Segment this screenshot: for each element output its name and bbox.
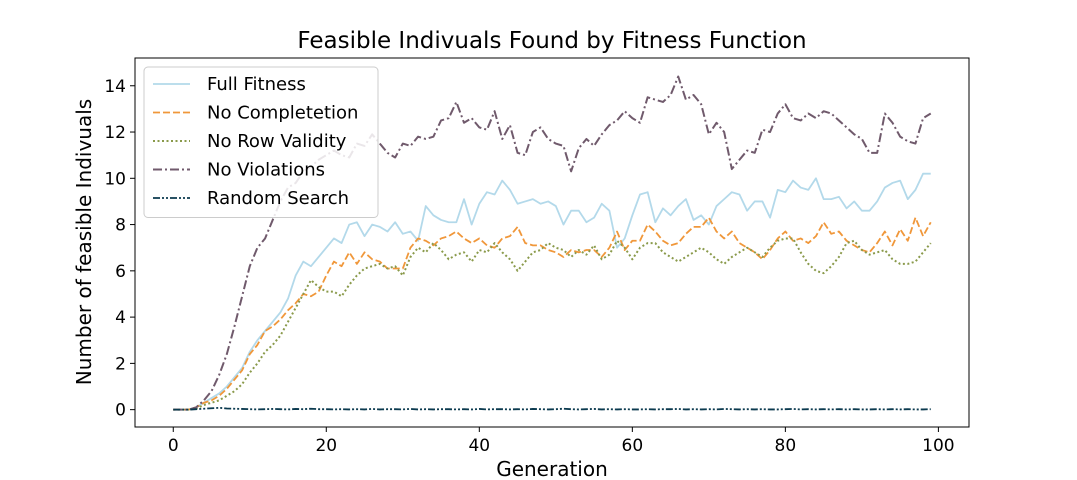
y-tick-label: 4 xyxy=(115,308,126,328)
x-tick-label: 0 xyxy=(168,436,179,456)
y-tick-label: 12 xyxy=(104,123,126,143)
y-tick-label: 14 xyxy=(104,77,126,97)
x-tick-label: 40 xyxy=(468,436,490,456)
y-tick-label: 10 xyxy=(104,169,126,189)
legend-label-0: Full Fitness xyxy=(207,74,306,95)
y-tick-label: 8 xyxy=(115,216,126,236)
series-line-2 xyxy=(173,237,932,411)
x-axis-label: Generation xyxy=(496,457,608,480)
legend-label-1: No Completetion xyxy=(207,103,358,124)
x-tick-label: 20 xyxy=(315,436,337,456)
y-tick-label: 0 xyxy=(115,401,126,421)
legend-label-3: No Violations xyxy=(207,160,325,181)
y-axis-label: Number of feasible Indivuals xyxy=(72,99,96,385)
x-tick-label: 100 xyxy=(922,436,954,456)
x-tick-label: 80 xyxy=(775,436,797,456)
y-axis-ticks: 0 2 4 6 8 10 12 14 xyxy=(104,77,135,421)
y-tick-label: 6 xyxy=(115,262,126,282)
legend: Full Fitness No Completetion No Row Validi… xyxy=(143,66,379,218)
series-line-0 xyxy=(173,172,931,411)
legend-box xyxy=(143,66,379,218)
legend-label-4: Random Search xyxy=(207,188,349,209)
legend-label-2: No Row Validity xyxy=(207,131,347,152)
x-tick-label: 60 xyxy=(622,436,644,456)
series-line-1 xyxy=(173,216,932,411)
y-tick-label: 2 xyxy=(115,354,126,374)
x-axis-ticks: 0 20 40 60 80 100 xyxy=(168,427,955,456)
series-line-4 xyxy=(173,406,931,411)
chart-title: Feasible Indivuals Found by Fitness Func… xyxy=(297,28,806,54)
plot-frame xyxy=(134,57,970,428)
